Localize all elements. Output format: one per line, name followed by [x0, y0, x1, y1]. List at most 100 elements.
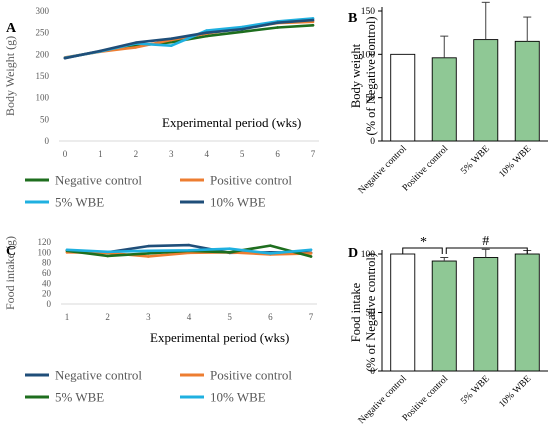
category-label: 5% WBE [459, 144, 492, 177]
legend-label: 10% WBE [210, 195, 266, 210]
data-point [99, 49, 102, 53]
y-tick-label: 0 [370, 367, 375, 377]
y-tick-label: 250 [36, 28, 50, 38]
bar-group-5pct-wbe [473, 1, 499, 142]
y-axis-title: Food intake(% of Negative control) [349, 253, 378, 372]
y-tick-label: 0 [45, 136, 50, 146]
data-point [106, 250, 109, 254]
y-tick-label: 100 [361, 50, 376, 60]
data-point [205, 31, 209, 34]
data-point [276, 26, 279, 29]
legend-label: Positive control [210, 173, 292, 188]
data-point [269, 244, 272, 247]
panel-letter: A [6, 21, 17, 36]
y-tick-label: 150 [36, 71, 50, 81]
series-10pct-wbe [63, 18, 315, 60]
y-axis-title: Food intake (g) [3, 236, 17, 310]
y-tick-label: 200 [36, 49, 50, 59]
panel-letter: D [348, 246, 358, 261]
y-tick-label: 60 [42, 268, 52, 278]
data-point [309, 255, 313, 258]
data-point [187, 243, 191, 247]
y-tick-label: 150 [361, 7, 376, 17]
x-axis-title: Experimental period (wks) [150, 330, 289, 345]
legend-label: Positive control [210, 368, 292, 383]
x-tick-label: 0 [63, 149, 68, 159]
significance-marker: * [420, 235, 427, 250]
data-point [309, 252, 313, 255]
legend-label: 5% WBE [55, 390, 104, 405]
x-tick-label: 2 [134, 149, 139, 159]
x-tick-label: 3 [146, 312, 151, 322]
bar-10pct-wbe [514, 40, 540, 142]
bar-positive-control [431, 260, 457, 372]
data-point [311, 18, 315, 22]
x-tick-label: 5 [227, 312, 232, 322]
y-tick-label: 80 [42, 258, 52, 268]
y-tick-label: 300 [36, 6, 50, 16]
y-tick-label: 50 [366, 309, 376, 319]
data-point [309, 248, 313, 252]
category-label: 10% WBE [497, 144, 533, 180]
legend-label: 10% WBE [210, 390, 266, 405]
data-point [187, 251, 191, 255]
data-point [276, 21, 279, 25]
bar-5pct-wbe [473, 39, 499, 142]
significance-bracket [402, 247, 443, 254]
significance-marker: # [482, 234, 489, 249]
x-tick-label: 1 [98, 149, 103, 159]
x-tick-label: 7 [311, 149, 316, 159]
bar-group-positive-control [431, 35, 457, 142]
x-tick-label: 4 [204, 149, 209, 159]
data-point [205, 34, 209, 38]
significance-bracket [445, 247, 528, 254]
data-point [134, 41, 138, 44]
y-tick-label: 0 [370, 137, 375, 147]
x-tick-label: 7 [309, 312, 314, 322]
x-tick-label: 4 [187, 312, 192, 322]
category-label: Negative control [357, 374, 409, 426]
y-tick-label: 20 [42, 289, 52, 299]
data-point [169, 44, 173, 47]
category-label: 5% WBE [459, 374, 492, 407]
category-label: 10% WBE [497, 374, 533, 410]
panel-letter: C [6, 244, 16, 259]
y-tick-label: 50 [40, 114, 50, 124]
data-point [147, 249, 150, 253]
bar-negative-control [390, 53, 416, 142]
data-point [240, 30, 244, 34]
data-point [228, 251, 231, 254]
x-tick-label: 3 [169, 149, 174, 159]
data-point [169, 37, 173, 41]
data-point [106, 254, 109, 258]
series-negative-control [63, 23, 315, 60]
bar-group-positive-control [431, 257, 457, 372]
bar-10pct-wbe [514, 253, 540, 372]
bar-positive-control [431, 57, 457, 142]
y-tick-label: 100 [38, 247, 52, 257]
data-point [147, 252, 150, 255]
series-line-10pct-wbe [63, 18, 315, 60]
x-axis-title: Experimental period (wks) [162, 115, 301, 130]
bar-negative-control [390, 253, 416, 372]
y-tick-label: 50 [366, 94, 376, 104]
data-point [169, 40, 173, 44]
category-label: Negative control [357, 144, 409, 196]
y-tick-label: 100 [36, 93, 50, 103]
bar-5pct-wbe [473, 257, 499, 372]
bar-group-5pct-wbe [473, 248, 499, 372]
panel-letter: B [348, 11, 357, 26]
bar-group-negative-control [390, 253, 416, 372]
legend-label: 5% WBE [55, 195, 104, 210]
y-tick-label: 120 [38, 237, 52, 247]
series-line-negative-control [63, 23, 315, 60]
data-point [228, 247, 231, 251]
data-point [63, 56, 67, 60]
data-point [205, 29, 209, 32]
data-point [240, 27, 244, 31]
data-point [240, 25, 244, 29]
data-point [65, 248, 69, 252]
